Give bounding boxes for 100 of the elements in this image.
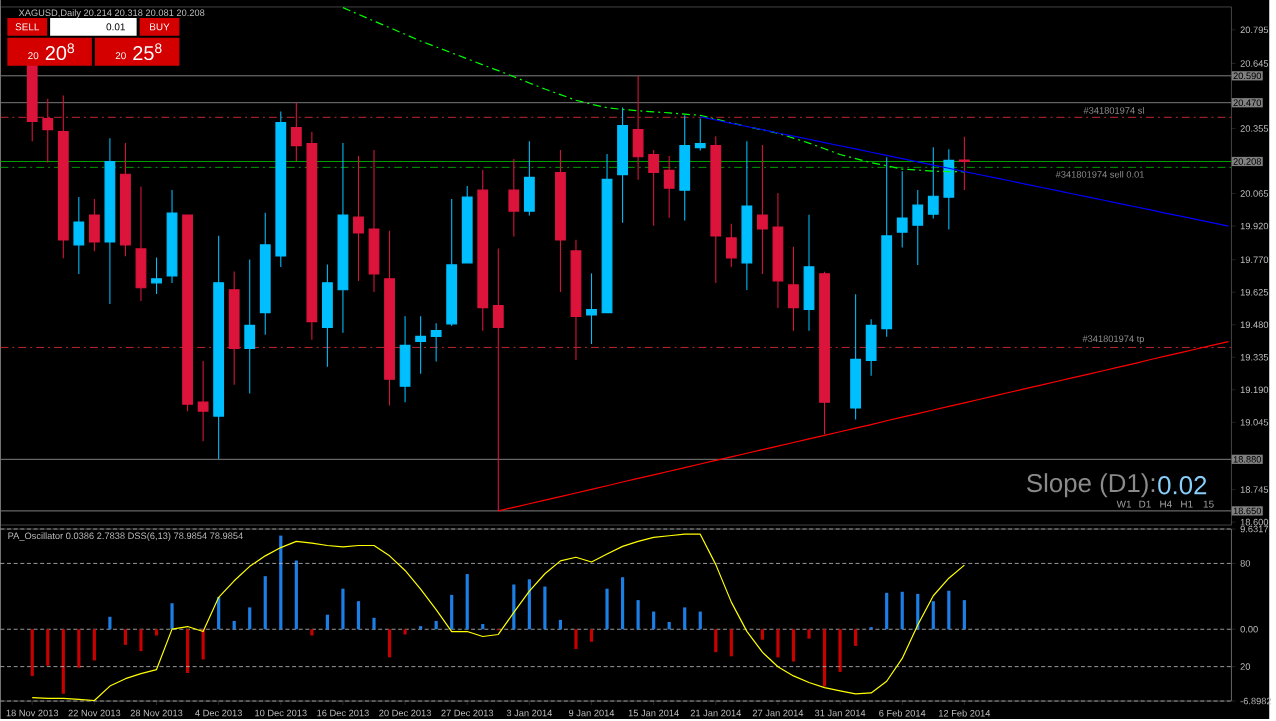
chart-title: XAGUSD,Daily 20.214 20.318 20.081 20.208 bbox=[18, 9, 205, 18]
bar bbox=[341, 588, 345, 630]
bar bbox=[92, 629, 96, 661]
x-tick-label: 20 Dec 2013 bbox=[379, 709, 431, 717]
annotation: 20$^{8}$ bbox=[45, 43, 75, 61]
annotation: D1 bbox=[1139, 500, 1151, 508]
bar bbox=[791, 629, 796, 662]
bar bbox=[248, 607, 252, 630]
bar bbox=[465, 574, 469, 630]
y-tick-label: 19.335 bbox=[1240, 354, 1269, 361]
annotation: 20 bbox=[28, 52, 39, 60]
chart-title: PA_Oscillator 0.0386 2.7838 DSS(6,13) 78.9854 78.9854 bbox=[8, 532, 243, 541]
candlestick bbox=[958, 136, 970, 191]
bar bbox=[77, 629, 81, 668]
bar bbox=[279, 535, 283, 630]
bar bbox=[776, 629, 780, 658]
ref-line-label: #341801974 sell 0.01 bbox=[1055, 170, 1144, 178]
candlestick bbox=[725, 223, 737, 268]
bar bbox=[294, 560, 298, 630]
candlestick bbox=[492, 248, 504, 512]
annotation: SELL bbox=[15, 23, 40, 31]
bar bbox=[30, 629, 34, 677]
candlestick bbox=[648, 149, 660, 227]
bar bbox=[714, 629, 718, 653]
y-tick-label: 19.045 bbox=[1240, 419, 1269, 426]
y-tick-label: 20.795 bbox=[1240, 26, 1269, 34]
bar bbox=[574, 629, 578, 650]
bar bbox=[636, 600, 640, 630]
bar bbox=[232, 620, 236, 630]
annotation: Slope (D1): bbox=[1027, 473, 1155, 498]
y-tick-label: 19.770 bbox=[1240, 256, 1269, 264]
candlestick bbox=[912, 189, 924, 266]
x-tick-label: 12 Feb 2014 bbox=[939, 709, 991, 717]
bar bbox=[605, 588, 609, 630]
x-tick-label: 27 Jan 2014 bbox=[752, 709, 804, 717]
bar bbox=[372, 617, 376, 630]
annotation: 0.02 bbox=[1158, 476, 1207, 495]
bar bbox=[683, 607, 687, 630]
candlestick bbox=[42, 98, 54, 163]
bar bbox=[154, 629, 159, 636]
bar bbox=[310, 629, 314, 636]
candlestick bbox=[694, 117, 706, 152]
candlestick bbox=[415, 315, 427, 375]
ref-line-label: 20.470 bbox=[1233, 99, 1262, 107]
annotation: H4 bbox=[1160, 500, 1172, 508]
bar bbox=[450, 594, 454, 630]
bar bbox=[356, 601, 361, 630]
ref-line-label: 18.880 bbox=[1233, 456, 1262, 463]
x-tick-label: 18 Nov 2013 bbox=[6, 709, 59, 717]
bar bbox=[558, 619, 563, 630]
candlestick bbox=[756, 144, 768, 275]
y-tick-label: 18.600 bbox=[1240, 518, 1269, 526]
y-tick-label: 18.745 bbox=[1240, 486, 1269, 493]
annotation: W1 bbox=[1116, 500, 1132, 508]
candlestick bbox=[508, 158, 520, 237]
ref-line-label: #341801974 tp bbox=[1082, 335, 1144, 344]
candlestick bbox=[197, 360, 209, 442]
line-series bbox=[699, 116, 1230, 227]
candlestick bbox=[353, 155, 364, 282]
bar bbox=[620, 577, 625, 630]
bar bbox=[589, 629, 594, 642]
candlestick bbox=[586, 272, 597, 345]
x-tick-label: 22 Nov 2013 bbox=[68, 709, 121, 717]
y-tick-label: 19.190 bbox=[1240, 386, 1269, 394]
x-tick-label: 16 Dec 2013 bbox=[317, 709, 369, 717]
y-tick-label: 9.6317 bbox=[1240, 525, 1269, 533]
annotation: 15 bbox=[1203, 500, 1214, 508]
bar bbox=[931, 601, 935, 630]
x-tick-label: 31 Jan 2014 bbox=[814, 709, 866, 717]
bar bbox=[962, 600, 966, 630]
x-tick-label: 4 Dec 2013 bbox=[195, 709, 242, 717]
bar bbox=[854, 629, 858, 646]
ref-line-label: 20.208 bbox=[1233, 158, 1262, 165]
ref-line-label: #341801974 sl bbox=[1083, 106, 1144, 114]
bar bbox=[667, 622, 671, 630]
candlestick bbox=[927, 146, 939, 220]
bar bbox=[61, 629, 65, 694]
x-tick-label: 6 Feb 2014 bbox=[879, 709, 926, 717]
bar bbox=[419, 626, 423, 630]
bar bbox=[139, 629, 143, 652]
bar bbox=[123, 629, 128, 645]
y-tick-label: 19.920 bbox=[1240, 222, 1269, 230]
y-tick-label: 20.065 bbox=[1240, 190, 1269, 197]
y-tick-label: 20.645 bbox=[1240, 60, 1269, 67]
x-tick-label: 10 Dec 2013 bbox=[255, 709, 307, 717]
bar bbox=[543, 586, 547, 630]
candlestick bbox=[244, 258, 256, 394]
bar bbox=[108, 616, 112, 630]
bar bbox=[838, 629, 842, 672]
bar bbox=[822, 629, 827, 687]
candlestick bbox=[430, 322, 442, 363]
bar bbox=[947, 590, 951, 630]
candlestick bbox=[663, 155, 675, 219]
candlestick bbox=[151, 256, 162, 295]
y-tick-label: 19.480 bbox=[1240, 321, 1269, 329]
bar bbox=[387, 629, 392, 658]
ref-line-label: 18.650 bbox=[1233, 507, 1262, 515]
y-tick-label: 20.355 bbox=[1240, 125, 1269, 132]
x-tick-label: 9 Jan 2014 bbox=[568, 709, 615, 717]
bar bbox=[760, 629, 764, 640]
